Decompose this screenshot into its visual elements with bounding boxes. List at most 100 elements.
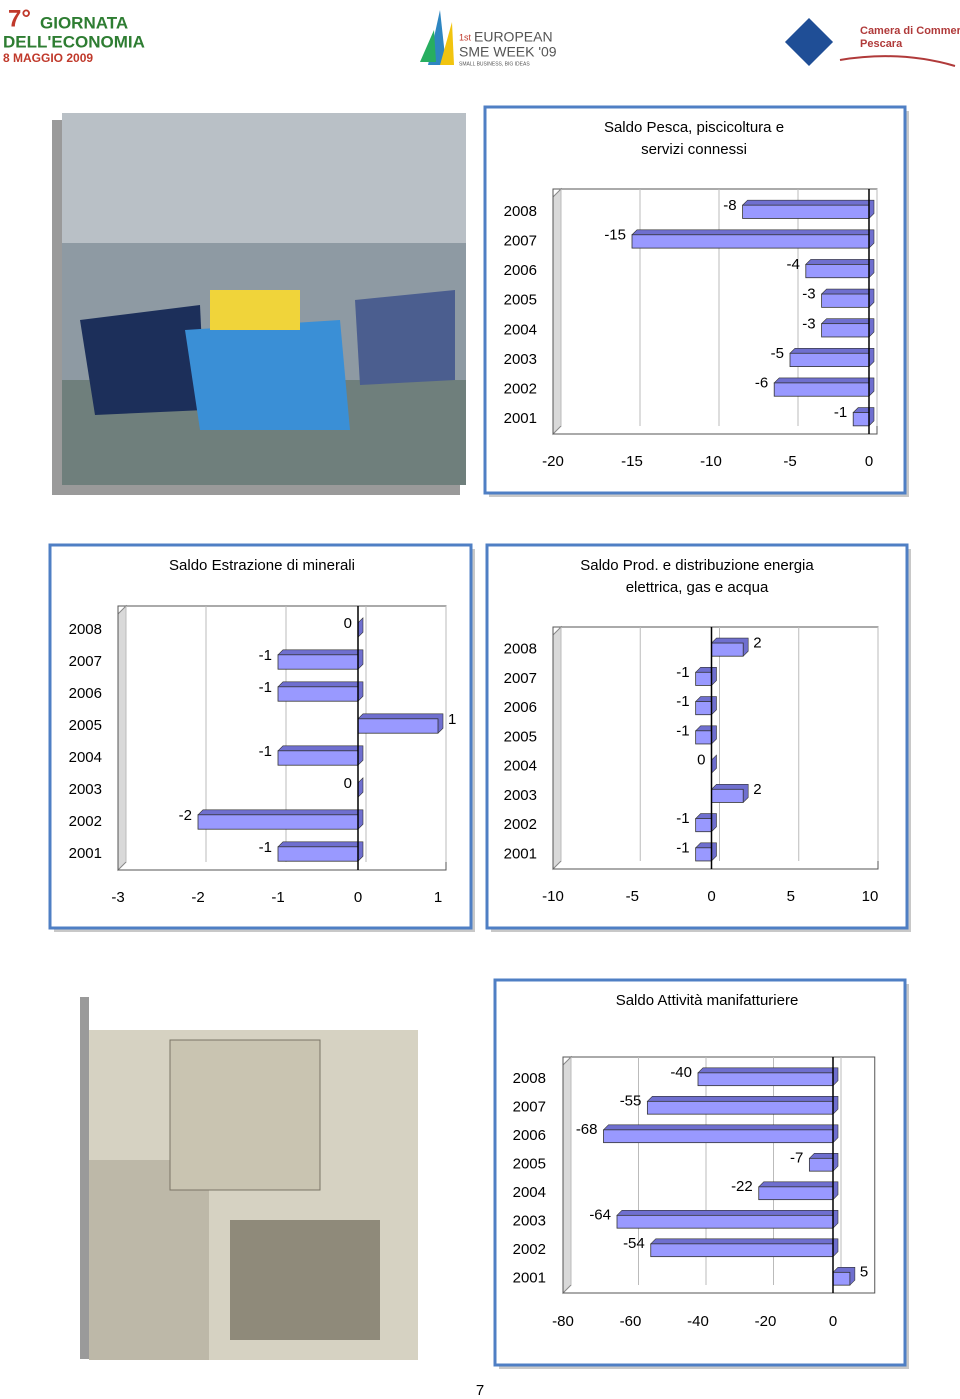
photo-base [230, 1220, 380, 1340]
photo-plant [80, 997, 418, 1360]
bar [695, 730, 712, 745]
data-label: -1 [676, 839, 689, 856]
bar [277, 654, 359, 670]
photo-boat [80, 305, 205, 415]
x-tick-label: -5 [783, 453, 796, 470]
data-label: -40 [670, 1064, 692, 1081]
page-number: 7 [476, 1382, 484, 1399]
y-tick-label: 2004 [504, 758, 537, 775]
bar [695, 847, 712, 862]
data-label: 2 [753, 635, 761, 652]
logo-date: 8 MAGGIO 2009 [3, 51, 93, 65]
y-tick-label: 2004 [513, 1184, 546, 1201]
data-label: -22 [731, 1178, 753, 1195]
data-label: -1 [259, 743, 272, 760]
bar [852, 412, 870, 427]
logo-giornata: 7° GIORNATA DELL'ECONOMIA 8 MAGGIO 2009 [3, 5, 145, 65]
chart-box [48, 543, 473, 930]
bar [808, 1157, 834, 1172]
logo-tagline: SMALL BUSINESS, BIG IDEAS [459, 61, 530, 67]
x-tick-label: 1 [434, 889, 442, 906]
y-tick-label: 2007 [504, 232, 537, 249]
bar [277, 846, 359, 862]
bar [773, 382, 870, 397]
y-tick-label: 2007 [513, 1099, 546, 1116]
data-label: -3 [802, 286, 815, 303]
y-tick-label: 2003 [513, 1213, 546, 1230]
logo-text: SME WEEK '09 [459, 44, 557, 60]
plot-wall [552, 625, 562, 871]
x-tick-label: -20 [542, 453, 564, 470]
plot-wall [117, 604, 127, 872]
y-tick-label: 2005 [504, 728, 537, 745]
chart-title: Saldo Prod. e distribuzione energia elet… [580, 557, 814, 596]
data-label: -54 [623, 1235, 645, 1252]
y-tick-label: 2003 [69, 781, 102, 798]
bar [695, 701, 712, 716]
chart-box [493, 978, 907, 1367]
photo-boat [355, 290, 455, 385]
logo-text: 1st [459, 32, 472, 42]
y-tick-label: 2001 [504, 410, 537, 427]
logo-text: GIORNATA [40, 13, 128, 32]
bar [603, 1129, 834, 1144]
data-label: -1 [676, 664, 689, 681]
x-tick-label: -3 [111, 889, 124, 906]
bar [695, 671, 712, 686]
bar [277, 686, 359, 702]
x-tick-label: -1 [271, 889, 284, 906]
data-label: -3 [802, 315, 815, 332]
bar [758, 1186, 834, 1201]
bar [357, 718, 439, 734]
bar [711, 788, 744, 803]
photo-sky [62, 113, 466, 243]
photo-boat [185, 320, 350, 430]
x-tick-label: -10 [700, 453, 722, 470]
x-tick-label: -60 [620, 1313, 642, 1330]
x-tick-label: 0 [354, 889, 362, 906]
x-tick-label: -5 [626, 888, 639, 905]
logo-text: EUROPEAN [474, 29, 553, 45]
x-tick-label: -15 [621, 453, 643, 470]
data-label: -68 [576, 1121, 598, 1138]
y-tick-label: 2002 [69, 813, 102, 830]
y-tick-label: 2002 [504, 381, 537, 398]
y-tick-label: 2003 [504, 351, 537, 368]
data-label: -1 [259, 839, 272, 856]
logo-text: Pescara [860, 38, 903, 50]
data-label: -8 [723, 197, 736, 214]
logo-sme: 1st EUROPEAN SME WEEK '09 SMALL BUSINESS… [420, 10, 557, 67]
bar [805, 263, 870, 279]
y-tick-label: 2005 [69, 717, 102, 734]
bar [277, 750, 359, 766]
x-tick-label: 0 [829, 1313, 837, 1330]
logo-shape [784, 17, 834, 67]
y-tick-label: 2001 [69, 845, 102, 862]
data-label: -6 [755, 375, 768, 392]
logo-shape [420, 30, 436, 62]
y-tick-label: 2008 [504, 641, 537, 658]
data-label: 5 [860, 1264, 868, 1281]
bar [616, 1214, 834, 1229]
data-label: 0 [697, 752, 705, 769]
data-label: -1 [676, 722, 689, 739]
plot-wall [552, 187, 562, 436]
bar [821, 323, 870, 338]
data-label: 0 [344, 615, 352, 632]
y-tick-label: 2002 [513, 1241, 546, 1258]
bar [646, 1100, 834, 1115]
logo-text: Camera di Commercio [860, 25, 960, 37]
data-label: -2 [179, 807, 192, 824]
chart-title: Saldo Pesca, piscicoltura e servizi conn… [603, 119, 785, 158]
logo-chamber: Camera di Commercio Pescara [784, 17, 960, 67]
data-label: -4 [786, 256, 799, 273]
logo-text: DELL'ECONOMIA [3, 32, 145, 51]
x-tick-label: 0 [707, 888, 715, 905]
y-tick-label: 2005 [513, 1156, 546, 1173]
x-tick-label: -80 [552, 1313, 574, 1330]
logo-number: 7° [8, 5, 31, 32]
x-tick-label: 10 [862, 888, 879, 905]
data-label: -15 [604, 226, 626, 243]
